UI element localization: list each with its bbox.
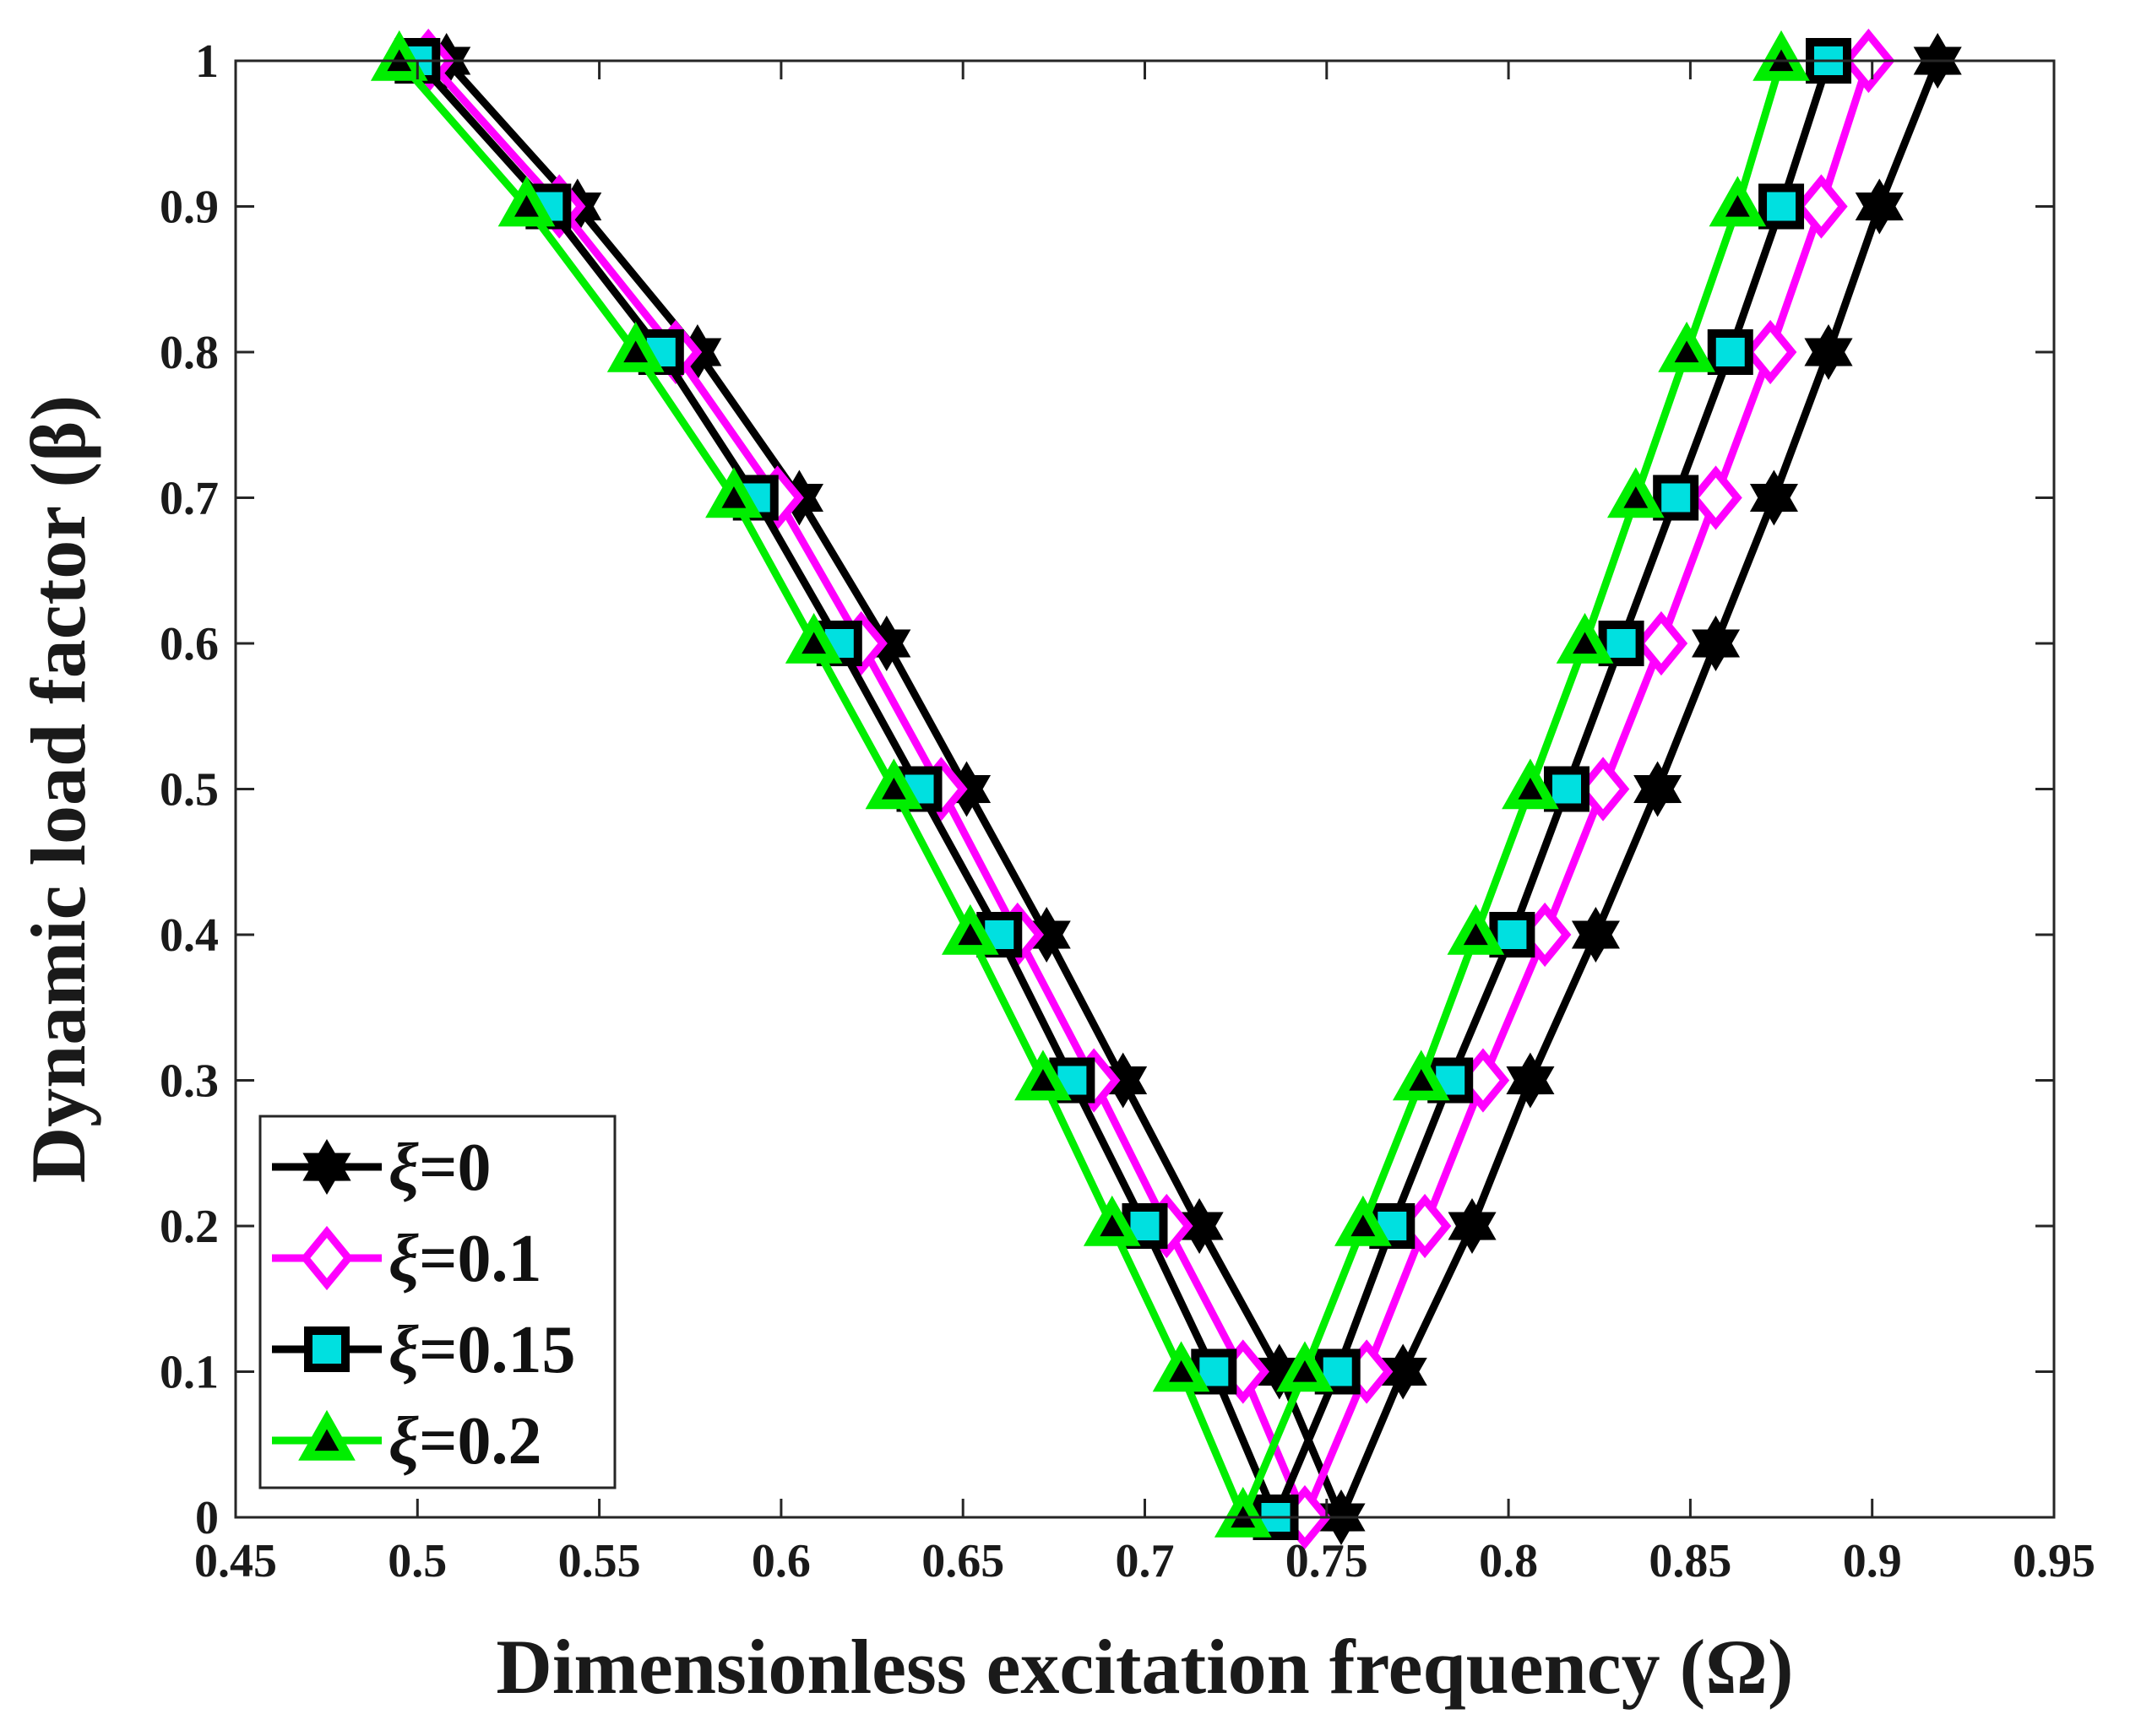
- series-0-point-right-8: [1804, 324, 1853, 380]
- y-tick-label-3: 0.3: [160, 1055, 219, 1108]
- y-tick-label-1: 0.1: [160, 1347, 219, 1399]
- legend-label-0: ξ=0: [389, 1131, 492, 1205]
- series-0-point-right-2: [1448, 1198, 1497, 1254]
- series-3-point-left-7-core: [721, 486, 747, 508]
- series-0-point-right-6: [1692, 616, 1741, 671]
- x-tick-label-5: 0.7: [1116, 1535, 1175, 1587]
- series-2-point-right-4: [1489, 912, 1535, 958]
- legend-symbol-1: ξ: [389, 1222, 419, 1296]
- axis-ticks: 0.45 0.5 0.55 0.6 0.65 0.7 0.75 0.8 0.85 0.9 0.95 0…: [160, 35, 2095, 1587]
- x-tick-label-10: 0.95: [2013, 1535, 2095, 1587]
- series-3-point-right-2-core: [1350, 1214, 1376, 1237]
- series-3-point-left-4-core: [958, 923, 983, 946]
- legend-label-1: ξ=0.1: [389, 1222, 542, 1296]
- y-tick-label-8: 0.8: [160, 327, 219, 379]
- legend-marker-3-core: [314, 1429, 340, 1451]
- y-tick-label-10: 1: [195, 35, 219, 88]
- series-0-point-right-7: [1749, 469, 1798, 526]
- series-1-point-right-7: [1689, 465, 1742, 530]
- y-tick-label-2: 0.2: [160, 1201, 219, 1253]
- y-tick-label-4: 0.4: [160, 909, 219, 962]
- series-2-point-right-9: [1758, 183, 1805, 230]
- series-3-point-right-3-core: [1409, 1069, 1434, 1091]
- series-3-point-right-5-core: [1518, 778, 1543, 800]
- series-1-point-right-8: [1743, 319, 1797, 385]
- y-tick-label-5: 0.5: [160, 764, 219, 816]
- x-tick-label-6: 0.75: [1285, 1535, 1368, 1587]
- series-3-point-left-9-core: [514, 195, 539, 217]
- series-0-point-right-4: [1571, 907, 1620, 963]
- x-tick-label-3: 0.6: [752, 1535, 811, 1587]
- series-3-point-left-6-core: [802, 632, 827, 654]
- legend-value-1: =0.1: [419, 1222, 542, 1296]
- x-axis-label: Dimensionless excitation frequency (Ω): [496, 1624, 1793, 1710]
- series-3-point-left-2-core: [1100, 1214, 1125, 1237]
- x-tick-label-1: 0.5: [388, 1535, 447, 1587]
- y-tick-label-7: 0.7: [160, 473, 219, 525]
- series-2-point-right-5: [1543, 766, 1589, 812]
- series-3-point-right-4-core: [1463, 923, 1488, 946]
- series-3-point-left-3-core: [1030, 1069, 1056, 1091]
- series-3-point-right-6-core: [1573, 632, 1597, 654]
- series-0-point-right-9: [1855, 178, 1904, 235]
- legend: ξ=0ξ=0.1ξ=0.15ξ=0.2: [258, 1115, 617, 1489]
- series-3-point-left-8-core: [623, 340, 649, 363]
- x-tick-label-8: 0.85: [1649, 1535, 1731, 1587]
- x-tick-label-4: 0.65: [921, 1535, 1004, 1587]
- series-1-point-right-6: [1634, 610, 1688, 676]
- legend-symbol-3: ξ: [389, 1404, 419, 1478]
- x-tick-label-0: 0.45: [194, 1535, 277, 1587]
- series-2-point-right-8: [1707, 329, 1753, 375]
- x-tick-label-7: 0.8: [1479, 1535, 1538, 1587]
- legend-value-0: =0: [419, 1131, 492, 1205]
- y-axis-label: Dynamic load factor (β): [15, 395, 101, 1183]
- legend-label-3: ξ=0.2: [389, 1404, 542, 1478]
- y-tick-label-6: 0.6: [160, 618, 219, 670]
- legend-marker-0: [302, 1139, 351, 1195]
- series-2-point-right-7: [1653, 475, 1699, 521]
- legend-marker-1: [300, 1225, 354, 1291]
- series-3-point-left-1-core: [1169, 1360, 1193, 1382]
- legend-value-2: =0.15: [419, 1313, 576, 1387]
- legend-marker-2: [304, 1326, 350, 1372]
- legend-value-3: =0.2: [419, 1404, 542, 1478]
- legend-symbol-0: ξ: [389, 1131, 419, 1205]
- series-1-point-right-9: [1795, 174, 1848, 239]
- legend-label-2: ξ=0.15: [389, 1313, 576, 1387]
- series-3-point-right-1-core: [1292, 1360, 1318, 1382]
- x-tick-label-9: 0.9: [1843, 1535, 1902, 1587]
- series-3-point-right-8-core: [1674, 340, 1699, 363]
- series-3-point-right-7-core: [1623, 486, 1649, 508]
- series-3-point-left-5-core: [881, 778, 906, 800]
- series-0-point-right-5: [1633, 761, 1682, 817]
- series-3-point-right-9-core: [1725, 195, 1750, 217]
- x-tick-label-2: 0.55: [558, 1535, 641, 1587]
- y-tick-label-0: 0: [195, 1492, 219, 1544]
- y-tick-label-9: 0.9: [160, 182, 219, 234]
- series-0-point-right-3: [1506, 1052, 1555, 1109]
- legend-symbol-2: ξ: [389, 1313, 419, 1387]
